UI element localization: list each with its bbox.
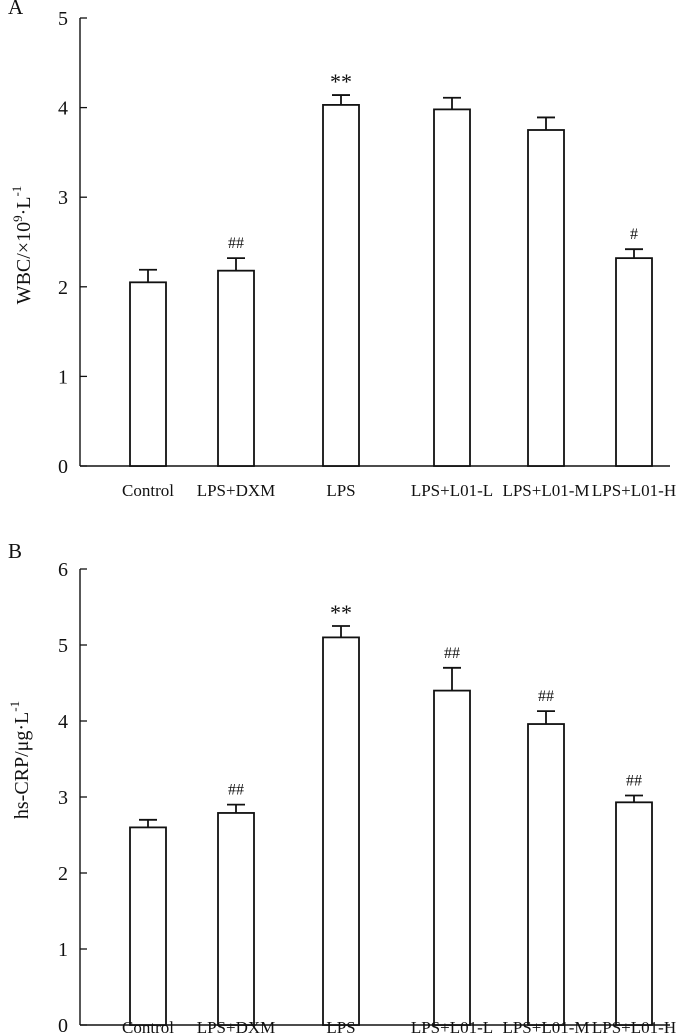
significance-mark: ## (626, 772, 642, 789)
significance-mark: ## (228, 782, 244, 799)
bar-lps-l01-m (527, 723, 565, 1026)
bar-lps-dxm (217, 812, 255, 1026)
bar-lps (322, 104, 360, 467)
x-tick-label: Control (122, 1018, 174, 1035)
y-tick-label: 3 (58, 787, 68, 809)
y-tick-label: 0 (58, 456, 68, 478)
y-tick-label: 2 (58, 277, 68, 299)
bar-lps-l01-h (615, 257, 653, 467)
y-tick-label: 6 (58, 559, 68, 581)
y-axis-title: WBC/×109·L-1 (9, 186, 35, 305)
y-tick-label: 0 (58, 1015, 68, 1035)
bar-control (129, 281, 167, 467)
bar-lps-l01-l (433, 108, 471, 467)
panel-a-wbc-chart: A 0 1 2 3 4 5 WBC/×109·L-1 Control ## LPS+DXM ** LPS… (8, 0, 676, 500)
x-tick-label: LPS+DXM (197, 481, 276, 500)
y-tick-label: 1 (58, 366, 68, 388)
y-axis-title: hs-CRP/μg·L-1 (7, 701, 33, 819)
significance-mark: ## (228, 235, 244, 252)
y-tick-label: 1 (58, 939, 68, 961)
x-tick-label: LPS+DXM (197, 1018, 276, 1035)
x-tick-label: LPS+L01-H (592, 481, 676, 500)
significance-mark: ** (330, 600, 352, 625)
x-tick-label: LPS (326, 481, 355, 500)
y-tick-label: 4 (58, 98, 68, 120)
bar-lps-dxm (217, 269, 255, 467)
bar-lps-l01-m (527, 129, 565, 467)
x-tick-label: LPS+L01-H (592, 1018, 676, 1035)
panel-label: B (8, 539, 22, 563)
y-tick-label: 4 (58, 711, 68, 733)
significance-mark: ## (538, 688, 554, 705)
x-tick-label: LPS+L01-L (411, 1018, 493, 1035)
bar-lps (322, 636, 360, 1026)
bar-lps-l01-h (615, 801, 653, 1026)
x-tick-label: LPS+L01-M (502, 481, 589, 500)
bar-lps-l01-l (433, 689, 471, 1026)
x-tick-label: LPS+L01-L (411, 481, 493, 500)
y-tick-label: 3 (58, 187, 68, 209)
panel-label: A (8, 0, 24, 19)
bar-control (129, 826, 167, 1026)
panel-b-hscrp-chart: B 0 1 2 3 4 5 6 hs-CRP/μg·L-1 Control ## LPS+DXM ** L… (7, 539, 676, 1035)
significance-mark: ** (330, 69, 352, 94)
x-tick-label: Control (122, 481, 174, 500)
y-tick-label: 5 (58, 8, 68, 30)
x-tick-label: LPS (326, 1018, 355, 1035)
y-tick-label: 5 (58, 635, 68, 657)
x-tick-label: LPS+L01-M (502, 1018, 589, 1035)
significance-mark: # (630, 226, 638, 243)
significance-mark: ## (444, 645, 460, 662)
y-tick-label: 2 (58, 863, 68, 885)
